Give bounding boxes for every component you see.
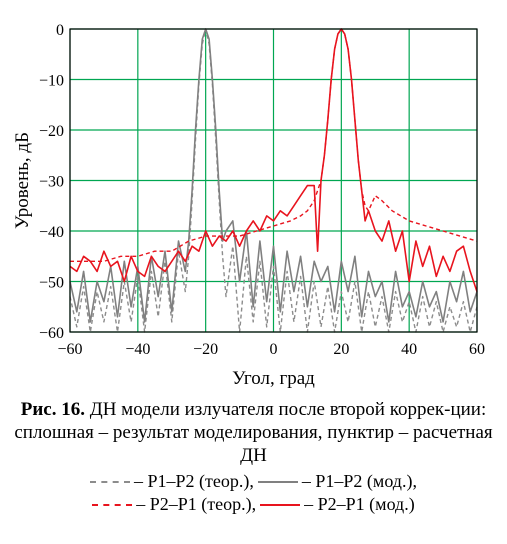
legend-swatch-p1p2-theor bbox=[90, 480, 131, 483]
y-tick-label-3: −30 bbox=[39, 174, 64, 191]
plot-frame bbox=[69, 28, 478, 333]
series-line-3 bbox=[69, 28, 478, 292]
caption-head: Рис. 16. bbox=[20, 399, 85, 420]
legend-label-p1p2-theor: – P1–P2 (теор.), bbox=[134, 471, 254, 491]
legend-item-p1p2-theor: – P1–P2 (теор.), bbox=[90, 471, 254, 492]
x-tick-label-0: −60 bbox=[57, 341, 82, 358]
x-tick-label-4: 20 bbox=[333, 341, 349, 358]
y-tick-label-0: 0 bbox=[56, 22, 64, 39]
series-line-1 bbox=[69, 28, 478, 323]
legend-swatch-p2p1-theor bbox=[92, 503, 133, 506]
x-tick-label-2: −20 bbox=[193, 341, 218, 358]
caption-text: ДН модели излучателя после второй коррек… bbox=[14, 399, 493, 466]
x-tick-label-1: −40 bbox=[125, 341, 150, 358]
tick-labels: −60 −40 −20 0 20 40 60 0 −10 −20 −30 −40 −50 −60 bbox=[39, 22, 485, 358]
legend-item-p2p1-theor: – P2–P1 (теор.), bbox=[92, 494, 256, 515]
y-tick-label-2: −20 bbox=[39, 123, 64, 140]
y-tick-label-5: −50 bbox=[39, 275, 64, 292]
series-line-2 bbox=[70, 28, 478, 262]
chart: −60 −40 −20 0 20 40 60 0 −10 −20 −30 −40 −50 −60 Угол… bbox=[12, 22, 485, 389]
x-tick-label-3: 0 bbox=[270, 341, 278, 358]
y-tick-label-4: −40 bbox=[39, 224, 64, 241]
legend-item-p1p2-mod: – P1–P2 (мод.), bbox=[257, 471, 417, 492]
x-tick-label-5: 40 bbox=[401, 341, 417, 358]
grid bbox=[69, 28, 478, 333]
legend-label-p2p1-mod: – P2–P1 (мод.) bbox=[304, 494, 415, 514]
legend-swatch-p1p2-mod bbox=[257, 480, 298, 483]
legend-swatch-p2p1-mod bbox=[260, 503, 301, 506]
y-tick-label-6: −60 bbox=[39, 325, 64, 342]
figure-caption: Рис. 16. ДН модели излучателя после втор… bbox=[0, 398, 507, 467]
legend-label-p2p1-theor: – P2–P1 (теор.), bbox=[136, 494, 257, 514]
legend-label-p1p2-mod: – P1–P2 (мод.), bbox=[301, 471, 417, 491]
x-tick-label-6: 60 bbox=[469, 341, 485, 358]
y-axis-label: Уровень, дБ bbox=[12, 132, 33, 229]
x-axis-label: Угол, град bbox=[232, 368, 315, 389]
legend-row-2: – P2–P1 (теор.), – P2–P1 (мод.) bbox=[0, 493, 507, 516]
legend-row-1: – P1–P2 (теор.), – P1–P2 (мод.), bbox=[0, 470, 507, 493]
legend: – P1–P2 (теор.), – P1–P2 (мод.), – P2–P1… bbox=[0, 470, 507, 516]
legend-item-p2p1-mod: – P2–P1 (мод.) bbox=[260, 494, 415, 515]
y-tick-label-1: −10 bbox=[39, 73, 64, 90]
